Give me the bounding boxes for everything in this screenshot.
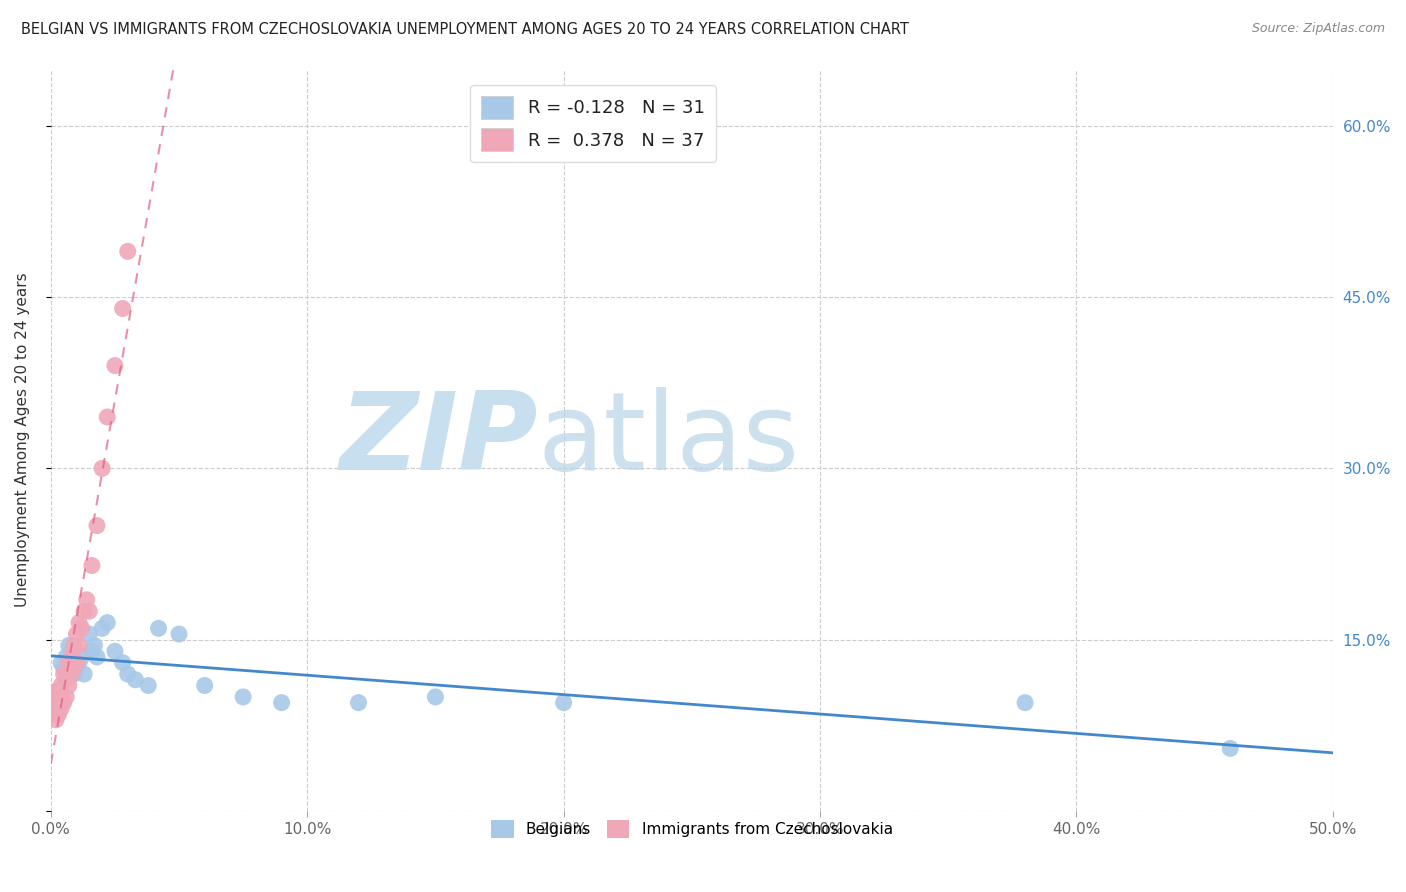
Point xyxy=(49,690,72,704)
Point xyxy=(48,696,70,710)
Point xyxy=(45,684,67,698)
Point xyxy=(58,656,80,670)
Point xyxy=(1219,741,1241,756)
Point xyxy=(86,649,108,664)
Point xyxy=(70,621,93,635)
Point xyxy=(117,244,139,259)
Point xyxy=(80,558,103,573)
Point xyxy=(86,518,108,533)
Point xyxy=(111,301,134,316)
Point xyxy=(42,690,65,704)
Point xyxy=(104,359,127,373)
Point xyxy=(49,678,72,692)
Point xyxy=(52,696,75,710)
Point xyxy=(67,615,90,630)
Point xyxy=(104,644,127,658)
Point xyxy=(73,667,96,681)
Point xyxy=(52,661,75,675)
Point xyxy=(63,639,86,653)
Point xyxy=(117,667,139,681)
Point xyxy=(48,707,70,722)
Point xyxy=(48,684,70,698)
Point xyxy=(60,667,83,681)
Point xyxy=(96,409,118,424)
Point xyxy=(91,461,114,475)
Point xyxy=(42,707,65,722)
Point xyxy=(70,649,93,664)
Point xyxy=(136,678,159,692)
Point xyxy=(553,696,575,710)
Point xyxy=(45,713,67,727)
Point xyxy=(49,656,72,670)
Y-axis label: Unemployment Among Ages 20 to 24 years: Unemployment Among Ages 20 to 24 years xyxy=(15,273,30,607)
Point xyxy=(55,649,77,664)
Point xyxy=(347,696,370,710)
Point xyxy=(67,656,90,670)
Point xyxy=(148,621,170,635)
Point xyxy=(63,661,86,675)
Point xyxy=(83,639,105,653)
Point xyxy=(55,690,77,704)
Point xyxy=(96,615,118,630)
Point xyxy=(232,690,254,704)
Point xyxy=(425,690,447,704)
Point xyxy=(80,644,103,658)
Point xyxy=(65,661,87,675)
Text: Source: ZipAtlas.com: Source: ZipAtlas.com xyxy=(1251,22,1385,36)
Point xyxy=(49,701,72,715)
Point xyxy=(167,627,190,641)
Point xyxy=(91,621,114,635)
Point xyxy=(60,644,83,658)
Point xyxy=(65,656,87,670)
Point xyxy=(124,673,146,687)
Text: atlas: atlas xyxy=(538,387,800,493)
Point xyxy=(58,678,80,692)
Point xyxy=(58,639,80,653)
Point xyxy=(76,592,98,607)
Point xyxy=(111,656,134,670)
Point xyxy=(1014,696,1036,710)
Point xyxy=(79,627,101,641)
Point xyxy=(60,649,83,664)
Point xyxy=(194,678,217,692)
Text: BELGIAN VS IMMIGRANTS FROM CZECHOSLOVAKIA UNEMPLOYMENT AMONG AGES 20 TO 24 YEARS: BELGIAN VS IMMIGRANTS FROM CZECHOSLOVAKI… xyxy=(21,22,908,37)
Legend: Belgians, Immigrants from Czechoslovakia: Belgians, Immigrants from Czechoslovakia xyxy=(485,814,898,845)
Point xyxy=(270,696,292,710)
Text: ZIP: ZIP xyxy=(340,387,538,493)
Point xyxy=(45,701,67,715)
Point xyxy=(73,604,96,618)
Point xyxy=(67,639,90,653)
Point xyxy=(63,667,86,681)
Point xyxy=(52,667,75,681)
Point xyxy=(65,627,87,641)
Point xyxy=(55,673,77,687)
Point xyxy=(79,604,101,618)
Point xyxy=(42,696,65,710)
